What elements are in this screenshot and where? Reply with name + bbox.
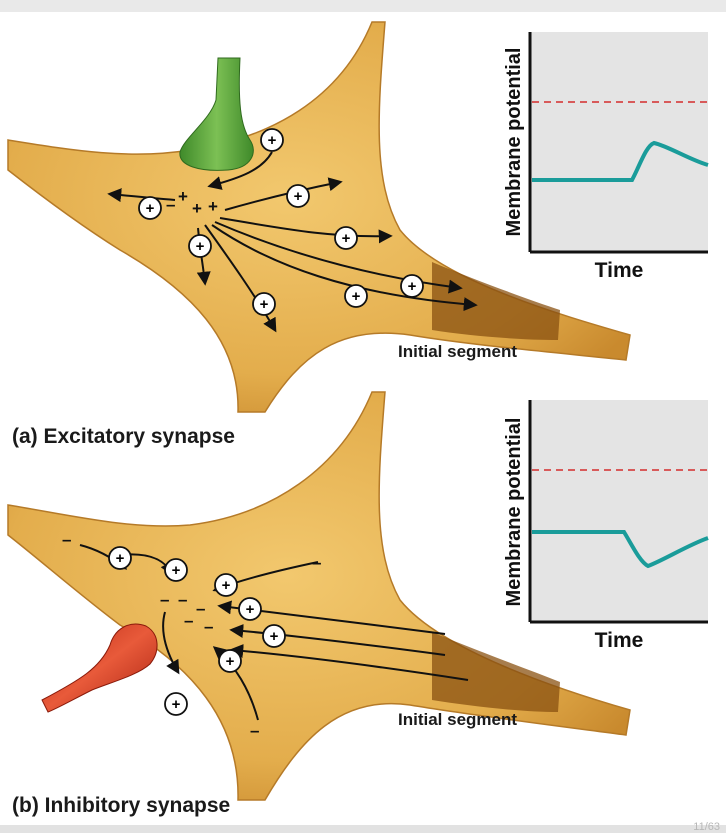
svg-text:+: + — [196, 238, 205, 255]
initial-segment-a — [432, 262, 560, 340]
positive-ion: + — [238, 597, 262, 621]
ions-a: + + + + + + + + — [138, 128, 424, 316]
positive-ion: + — [214, 573, 238, 597]
svg-text:+: + — [270, 628, 279, 645]
graph-b-ylabel: Membrane potential — [503, 418, 525, 607]
plus-sign-a: + — [208, 197, 218, 216]
arrow-a-4 — [219, 217, 393, 244]
positive-ion: + — [138, 196, 162, 220]
initial-segment-b — [432, 632, 560, 712]
svg-text:+: + — [408, 278, 417, 295]
caption-inhibitory: (b) Inhibitory synapse — [12, 794, 231, 817]
positive-ion: + — [108, 546, 132, 570]
positive-ion: + — [262, 624, 286, 648]
svg-text:+: + — [260, 296, 269, 313]
initial-segment-label-b: Initial segment — [398, 710, 518, 729]
arrow-a-2 — [107, 188, 176, 203]
arrow-b-7 — [212, 646, 259, 721]
graph-b-xlabel: Time — [595, 629, 644, 652]
arrow-b-8 — [162, 611, 180, 675]
svg-text:+: + — [294, 188, 303, 205]
graph-a: Membrane potential Time — [503, 32, 709, 282]
minus-sign-b: – — [184, 611, 193, 630]
plus-sign-a: + — [178, 187, 188, 206]
minus-sign-b: – — [196, 599, 205, 618]
excitatory-terminal — [179, 57, 254, 171]
graph-b-background — [530, 400, 708, 622]
minus-sign-b: – — [62, 530, 71, 549]
positive-ion: + — [164, 558, 188, 582]
page-indicator: 11/63 — [693, 821, 720, 833]
svg-text:+: + — [146, 200, 155, 217]
inhibitory-terminal — [41, 623, 158, 713]
top-bar — [0, 0, 726, 12]
ions-b: + + + + + + + — [108, 546, 286, 716]
svg-text:+: + — [172, 562, 181, 579]
svg-text:+: + — [222, 577, 231, 594]
caption-excitatory: (a) Excitatory synapse — [12, 425, 235, 448]
graph-a-xlabel: Time — [595, 259, 644, 282]
arrow-a-5 — [214, 221, 463, 294]
bottom-bar — [0, 825, 726, 833]
arrow-a-1 — [207, 151, 273, 190]
minus-sign-b: – — [250, 721, 259, 740]
graph-a-trace — [532, 140, 709, 182]
panel-a: + + + – + + + + + + + + Membrane potenti… — [7, 21, 709, 413]
arrow-a-6 — [211, 224, 478, 312]
graph-b: Membrane potential Time — [503, 400, 709, 652]
plus-sign-a: + — [192, 199, 202, 218]
arrow-b-5 — [229, 624, 446, 656]
positive-ion: + — [252, 292, 276, 316]
positive-ion: + — [218, 649, 242, 673]
arrow-b-6 — [229, 644, 469, 681]
minus-sign-b: – — [160, 590, 169, 609]
arrow-a-3 — [224, 177, 343, 211]
positive-ion: + — [164, 692, 188, 716]
svg-text:+: + — [226, 653, 235, 670]
initial-segment-label-a: Initial segment — [398, 342, 518, 361]
minus-sign-b: – — [178, 590, 187, 609]
panel-b: – – – – – – – – + + + + + + + Membrane p… — [7, 391, 709, 801]
minus-sign-b: – — [312, 553, 321, 572]
minus-sign-a: – — [166, 195, 175, 214]
graph-b-trace — [532, 530, 709, 569]
positive-ion: + — [400, 274, 424, 298]
minus-sign-b: – — [204, 617, 213, 636]
svg-text:+: + — [352, 288, 361, 305]
svg-text:+: + — [172, 696, 181, 713]
positive-ion: + — [188, 234, 212, 258]
graph-a-background — [530, 32, 708, 252]
svg-text:+: + — [246, 601, 255, 618]
arrow-a-7 — [204, 224, 277, 333]
positive-ion: + — [286, 184, 310, 208]
svg-text:+: + — [268, 132, 277, 149]
positive-ion: + — [334, 226, 358, 250]
positive-ion: + — [260, 128, 284, 152]
svg-text:+: + — [116, 550, 125, 567]
svg-text:+: + — [342, 230, 351, 247]
positive-ion: + — [344, 284, 368, 308]
graph-a-ylabel: Membrane potential — [503, 48, 525, 237]
